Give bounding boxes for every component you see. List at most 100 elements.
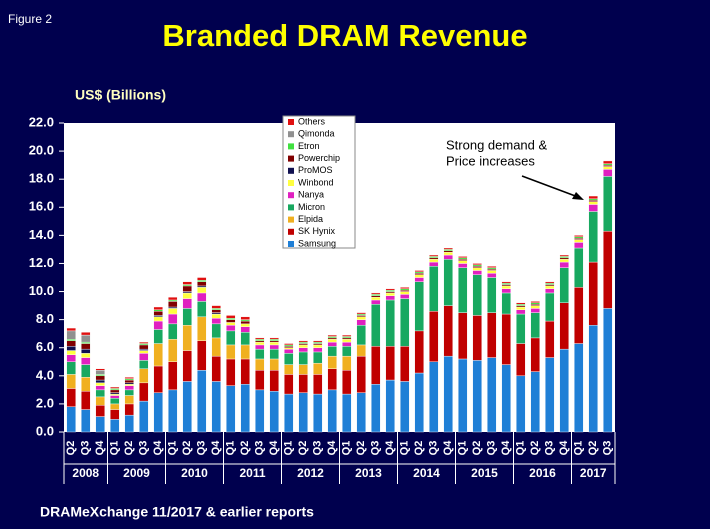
bar-segment (472, 270, 482, 275)
bar-segment (385, 292, 395, 296)
bar-segment (153, 316, 163, 322)
bar-segment (153, 311, 163, 316)
bar-segment (95, 379, 105, 384)
x-tick-label: Q2 (239, 441, 251, 456)
x-tick-label: Q2 (529, 441, 541, 456)
bar-segment (603, 160, 613, 164)
x-tick-label: Q2 (181, 441, 193, 456)
bar-segment (211, 355, 221, 382)
legend-label: Micron (298, 202, 325, 212)
bar-segment (240, 320, 250, 325)
bar-segment (429, 311, 439, 362)
bar-segment (400, 346, 410, 382)
bar-segment (414, 273, 424, 275)
figure-label: Figure 2 (8, 12, 52, 26)
legend-swatch (288, 131, 294, 138)
bar-segment (110, 419, 120, 433)
bar-segment (588, 261, 598, 326)
bar-segment (284, 353, 294, 365)
bar-segment (226, 344, 236, 360)
bar-segment (182, 281, 192, 285)
annotation-arrow (521, 175, 579, 198)
bar-segment (284, 393, 294, 433)
bar-segment (153, 329, 163, 344)
bar-segment (588, 201, 598, 205)
x-tick-label: Q4 (442, 440, 454, 456)
bar-segment (168, 389, 178, 433)
legend-swatch (288, 155, 294, 162)
bar-segment (545, 282, 555, 285)
y-tick-label: 16.0 (29, 199, 54, 214)
bar-segment (81, 357, 91, 365)
bar-segment (226, 322, 236, 326)
x-tick-label: Q3 (312, 441, 324, 456)
bar-segment (487, 266, 497, 268)
bar-segment (327, 336, 337, 339)
bar-segment (168, 301, 178, 308)
bar-segment (559, 257, 569, 260)
bar-segment (211, 305, 221, 309)
bar-segment (501, 284, 511, 287)
bar-segment (487, 270, 497, 274)
bar-segment (168, 313, 178, 325)
bar-segment (327, 334, 337, 337)
bar-segment (400, 289, 410, 292)
bar-segment (516, 375, 526, 433)
legend-swatch (288, 204, 294, 211)
bar-segment (81, 364, 91, 378)
bar-segment (124, 378, 134, 381)
bar-segment (371, 292, 381, 295)
bar-segment (110, 403, 120, 410)
bar-segment (603, 176, 613, 232)
bar-segment (487, 277, 497, 313)
y-tick-label: 8.0 (36, 311, 54, 326)
bar-segment (443, 305, 453, 357)
y-axis-label: US$ (Billions) (75, 87, 166, 103)
bar-segment (313, 343, 323, 346)
bar-segment (429, 261, 439, 267)
bar-segment (139, 341, 149, 344)
bar-segment (559, 267, 569, 303)
bar-segment (226, 358, 236, 386)
bar-segment (559, 259, 569, 263)
year-label: 2008 (72, 466, 99, 480)
bar-segment (197, 301, 207, 318)
bar-segment (516, 305, 526, 308)
bar-segment (197, 277, 207, 281)
bar-segment (516, 302, 526, 305)
bar-segment (313, 347, 323, 353)
bar-segment (110, 409, 120, 420)
bar-segment (269, 370, 279, 392)
bar-segment (487, 267, 497, 270)
bar-segment (168, 296, 178, 301)
x-tick-label: Q4 (500, 440, 512, 456)
bar-segment (516, 313, 526, 344)
bar-segment (574, 239, 584, 243)
bar-segment (269, 344, 279, 350)
x-tick-label: Q2 (355, 441, 367, 456)
bar-segment (458, 312, 468, 360)
bar-segment (240, 316, 250, 320)
bar-segment (501, 364, 511, 433)
bar-segment (588, 204, 598, 212)
x-tick-label: Q3 (428, 441, 440, 456)
bar-segment (81, 377, 91, 392)
bar-segment (153, 306, 163, 311)
bar-segment (429, 257, 439, 260)
bar-segment (240, 344, 250, 360)
bar-segment (313, 362, 323, 375)
bar-segment (255, 389, 265, 433)
bar-segment (400, 288, 410, 291)
bar-segment (298, 374, 308, 393)
x-tick-label: Q3 (138, 441, 150, 456)
bar-segment (588, 325, 598, 433)
bar-segment (530, 312, 540, 339)
bar-segment (139, 353, 149, 361)
arrow-head (572, 192, 584, 200)
x-tick-label: Q1 (515, 441, 527, 456)
bar-segment (298, 343, 308, 346)
x-tick-label: Q3 (80, 441, 92, 456)
bar-segment (284, 346, 294, 348)
bar-segment (574, 247, 584, 288)
bar-segment (66, 327, 76, 332)
